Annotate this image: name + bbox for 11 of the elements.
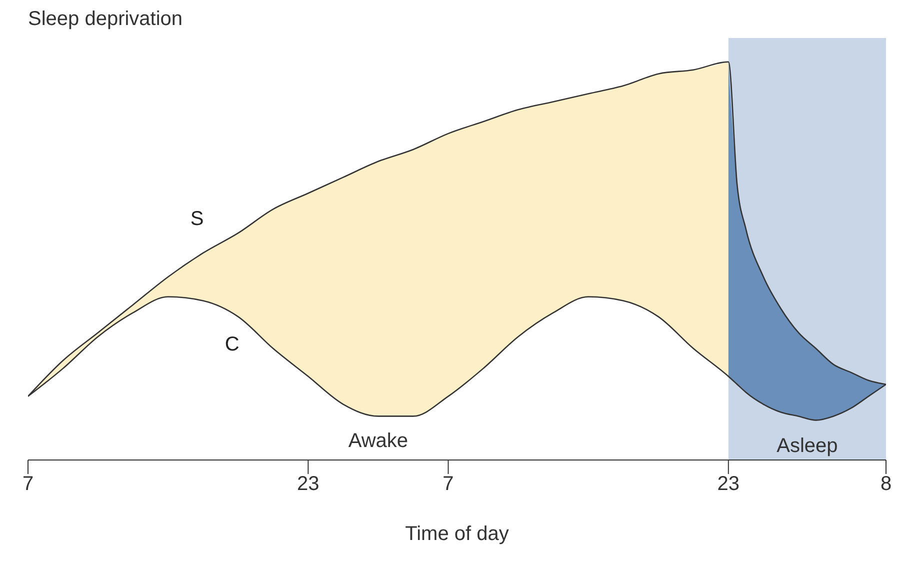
series-label: C [224,334,240,356]
x-tick-label: 7 [442,473,454,496]
x-axis-title: Time of day [405,523,509,545]
annotation: Awake [348,430,408,452]
chart-title: Sleep deprivation [28,8,183,31]
x-tick-label: 8 [880,473,892,496]
x-tick-label: 23 [717,473,740,496]
series-label: S [190,208,204,230]
x-tick-label: 7 [22,473,34,496]
band-label: Asleep [776,435,838,457]
x-tick-label: 23 [297,473,320,496]
